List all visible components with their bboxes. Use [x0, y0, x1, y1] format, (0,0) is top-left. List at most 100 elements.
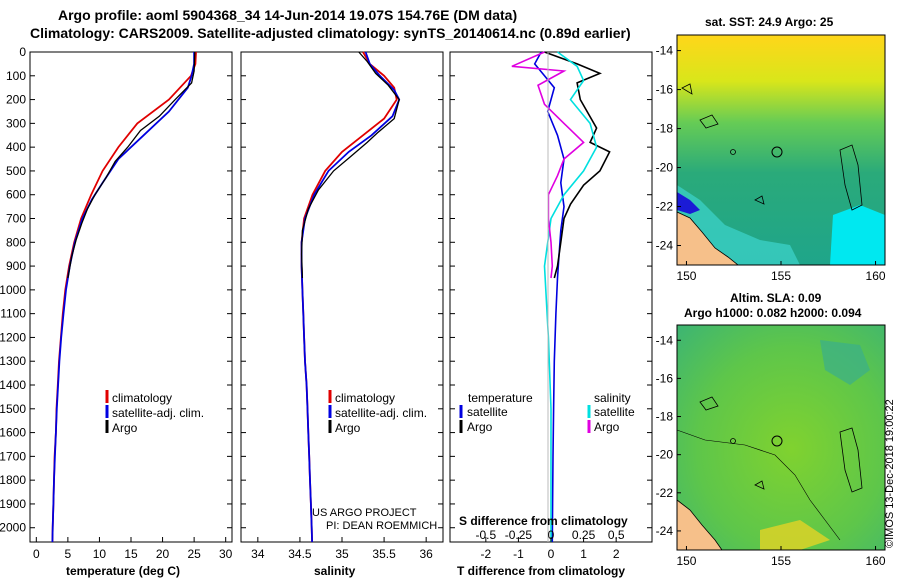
series-line-argo	[67, 51, 196, 279]
depth-tick-label: 1900	[0, 497, 26, 511]
x-tick-label: 34	[251, 547, 265, 561]
s-tick-label: 0.5	[608, 528, 625, 542]
legend-label-satellite: satellite-adj. clim.	[112, 406, 204, 420]
temperature-legend: climatology satellite-adj. clim. Argo	[105, 390, 204, 435]
map-x-tick-label: 160	[866, 269, 886, 283]
difference-legend: temperature salinity satellite Argo sate…	[459, 391, 635, 528]
x-tick-label: 34.5	[288, 547, 312, 561]
depth-tick-label: 1100	[0, 307, 26, 321]
depth-axis: 0 100 200 300 400 500 600 700 800 900 1000 1100 1200…	[0, 45, 652, 535]
depth-tick-label: 500	[6, 164, 26, 178]
legend-temperature-heading: temperature	[468, 391, 533, 405]
depth-tick-label: 800	[6, 235, 26, 249]
legend-label-argo: Argo	[335, 421, 361, 435]
profile-location-marker	[771, 435, 783, 447]
temperature-series	[51, 51, 197, 543]
depth-tick-label: 1800	[0, 473, 26, 487]
map-y-tick-label: -22	[656, 200, 674, 214]
temperature-panel-frame	[29, 51, 233, 543]
depth-tick-label: 1200	[0, 330, 26, 344]
imos-watermark: ©IMOS 13-Dec-2018 19:00:22	[884, 399, 896, 548]
sst-cyan-east	[830, 205, 885, 265]
x-tick-label: 1	[580, 547, 587, 561]
profile-location-marker	[771, 146, 783, 158]
sla-contour	[676, 429, 841, 541]
legend-salinity-heading: salinity	[594, 391, 631, 405]
sla-cool-patch	[820, 340, 870, 385]
credit-line2: PI: DEAN ROEMMICH	[326, 520, 437, 532]
map-y-tick-label: -22	[656, 486, 674, 500]
salinity-difference-axis: -0.5 -0.25 0 0.25 0.5	[475, 528, 624, 542]
map-y-tick-label: -18	[656, 122, 674, 136]
sla-map-axes: 150 155 160 -14 -16 -18 -20 -22 -24	[656, 333, 886, 568]
map-x-tick-label: 150	[676, 554, 696, 568]
salinity-xlabel: salinity	[314, 564, 356, 578]
sla-map	[676, 324, 886, 551]
depth-tick-label: 100	[6, 69, 26, 83]
map-y-tick-label: -16	[656, 83, 674, 97]
depth-tick-label: 400	[6, 140, 26, 154]
legend-label-climatology: climatology	[335, 391, 395, 405]
series-line-climatology	[51, 51, 197, 543]
legend-label-climatology: climatology	[112, 391, 172, 405]
sla-reef-outline	[699, 396, 863, 493]
figure-title-line1: Argo profile: aoml 5904368_34 14-Jun-201…	[58, 7, 517, 23]
depth-tick-label: 2000	[0, 521, 26, 535]
sst-reef-outline-2	[681, 83, 765, 205]
x-tick-label: 5	[65, 547, 72, 561]
salinity-panel-frame	[240, 51, 444, 543]
temperature-xlabel: temperature (deg C)	[66, 564, 180, 578]
series-line-salinity-argo	[511, 51, 585, 279]
s-tick-label: -0.25	[505, 528, 533, 542]
salinity-series	[300, 51, 401, 543]
s-tick-label: 0.25	[572, 528, 596, 542]
legend-label-argo: Argo	[112, 421, 138, 435]
depth-tick-label: 1600	[0, 426, 26, 440]
series-line-temperature-argo	[544, 51, 611, 279]
depth-tick-label: 0	[19, 45, 26, 59]
s-tick-label: 0	[548, 528, 555, 542]
x-tick-label: 20	[156, 547, 170, 561]
map-x-tick-label: 160	[866, 554, 886, 568]
s-difference-title: S difference from climatology	[459, 514, 628, 528]
reef-dot	[730, 438, 736, 444]
x-tick-label: 30	[219, 547, 233, 561]
series-line-satellite-adj-clim-	[51, 52, 195, 543]
depth-tick-label: 200	[6, 93, 26, 107]
difference-series	[511, 51, 611, 543]
depth-tick-label: 900	[6, 259, 26, 273]
x-tick-label: 35	[335, 547, 349, 561]
sla-map-title: Altim. SLA: 0.09	[730, 291, 822, 305]
sst-reef-outline	[839, 144, 863, 211]
depth-tick-label: 1500	[0, 402, 26, 416]
salinity-legend: climatology satellite-adj. clim. Argo	[328, 390, 427, 435]
sst-map-title: sat. SST: 24.9 Argo: 25	[705, 15, 834, 29]
map-y-tick-label: -18	[656, 410, 674, 424]
depth-tick-label: 700	[6, 212, 26, 226]
map-x-tick-label: 155	[771, 554, 791, 568]
depth-tick-label: 1400	[0, 378, 26, 392]
legend-label-t-argo: Argo	[467, 420, 493, 434]
x-tick-label: 0	[548, 547, 555, 561]
depth-tick-label: 1000	[0, 283, 26, 297]
series-line-salinity-satellite	[543, 51, 598, 542]
map-y-tick-label: -14	[656, 44, 674, 58]
sla-map-subtitle: Argo h1000: 0.082 h2000: 0.094	[684, 306, 862, 320]
temperature-x-axis: 0 5 10 15 20 25 30	[33, 537, 233, 561]
x-tick-label: 36	[419, 547, 433, 561]
map-y-tick-label: -20	[656, 448, 674, 462]
x-tick-label: -1	[513, 547, 524, 561]
legend-label-s-argo: Argo	[594, 420, 620, 434]
series-line-temperature-satellite	[533, 51, 565, 543]
depth-tick-label: 1300	[0, 354, 26, 368]
map-y-tick-label: -14	[656, 333, 674, 347]
x-tick-label: 10	[93, 547, 107, 561]
legend-label-t-satellite: satellite	[467, 405, 508, 419]
x-tick-label: -2	[481, 547, 492, 561]
salinity-x-axis: 34 34.5 35 35.5 36	[251, 537, 433, 561]
x-tick-label: 35.5	[372, 547, 396, 561]
depth-tick-label: 1700	[0, 449, 26, 463]
credit-line1: US ARGO PROJECT	[312, 507, 417, 519]
sst-map-axes: 150 155 160 -14 -16 -18 -20 -22 -24	[656, 44, 886, 283]
